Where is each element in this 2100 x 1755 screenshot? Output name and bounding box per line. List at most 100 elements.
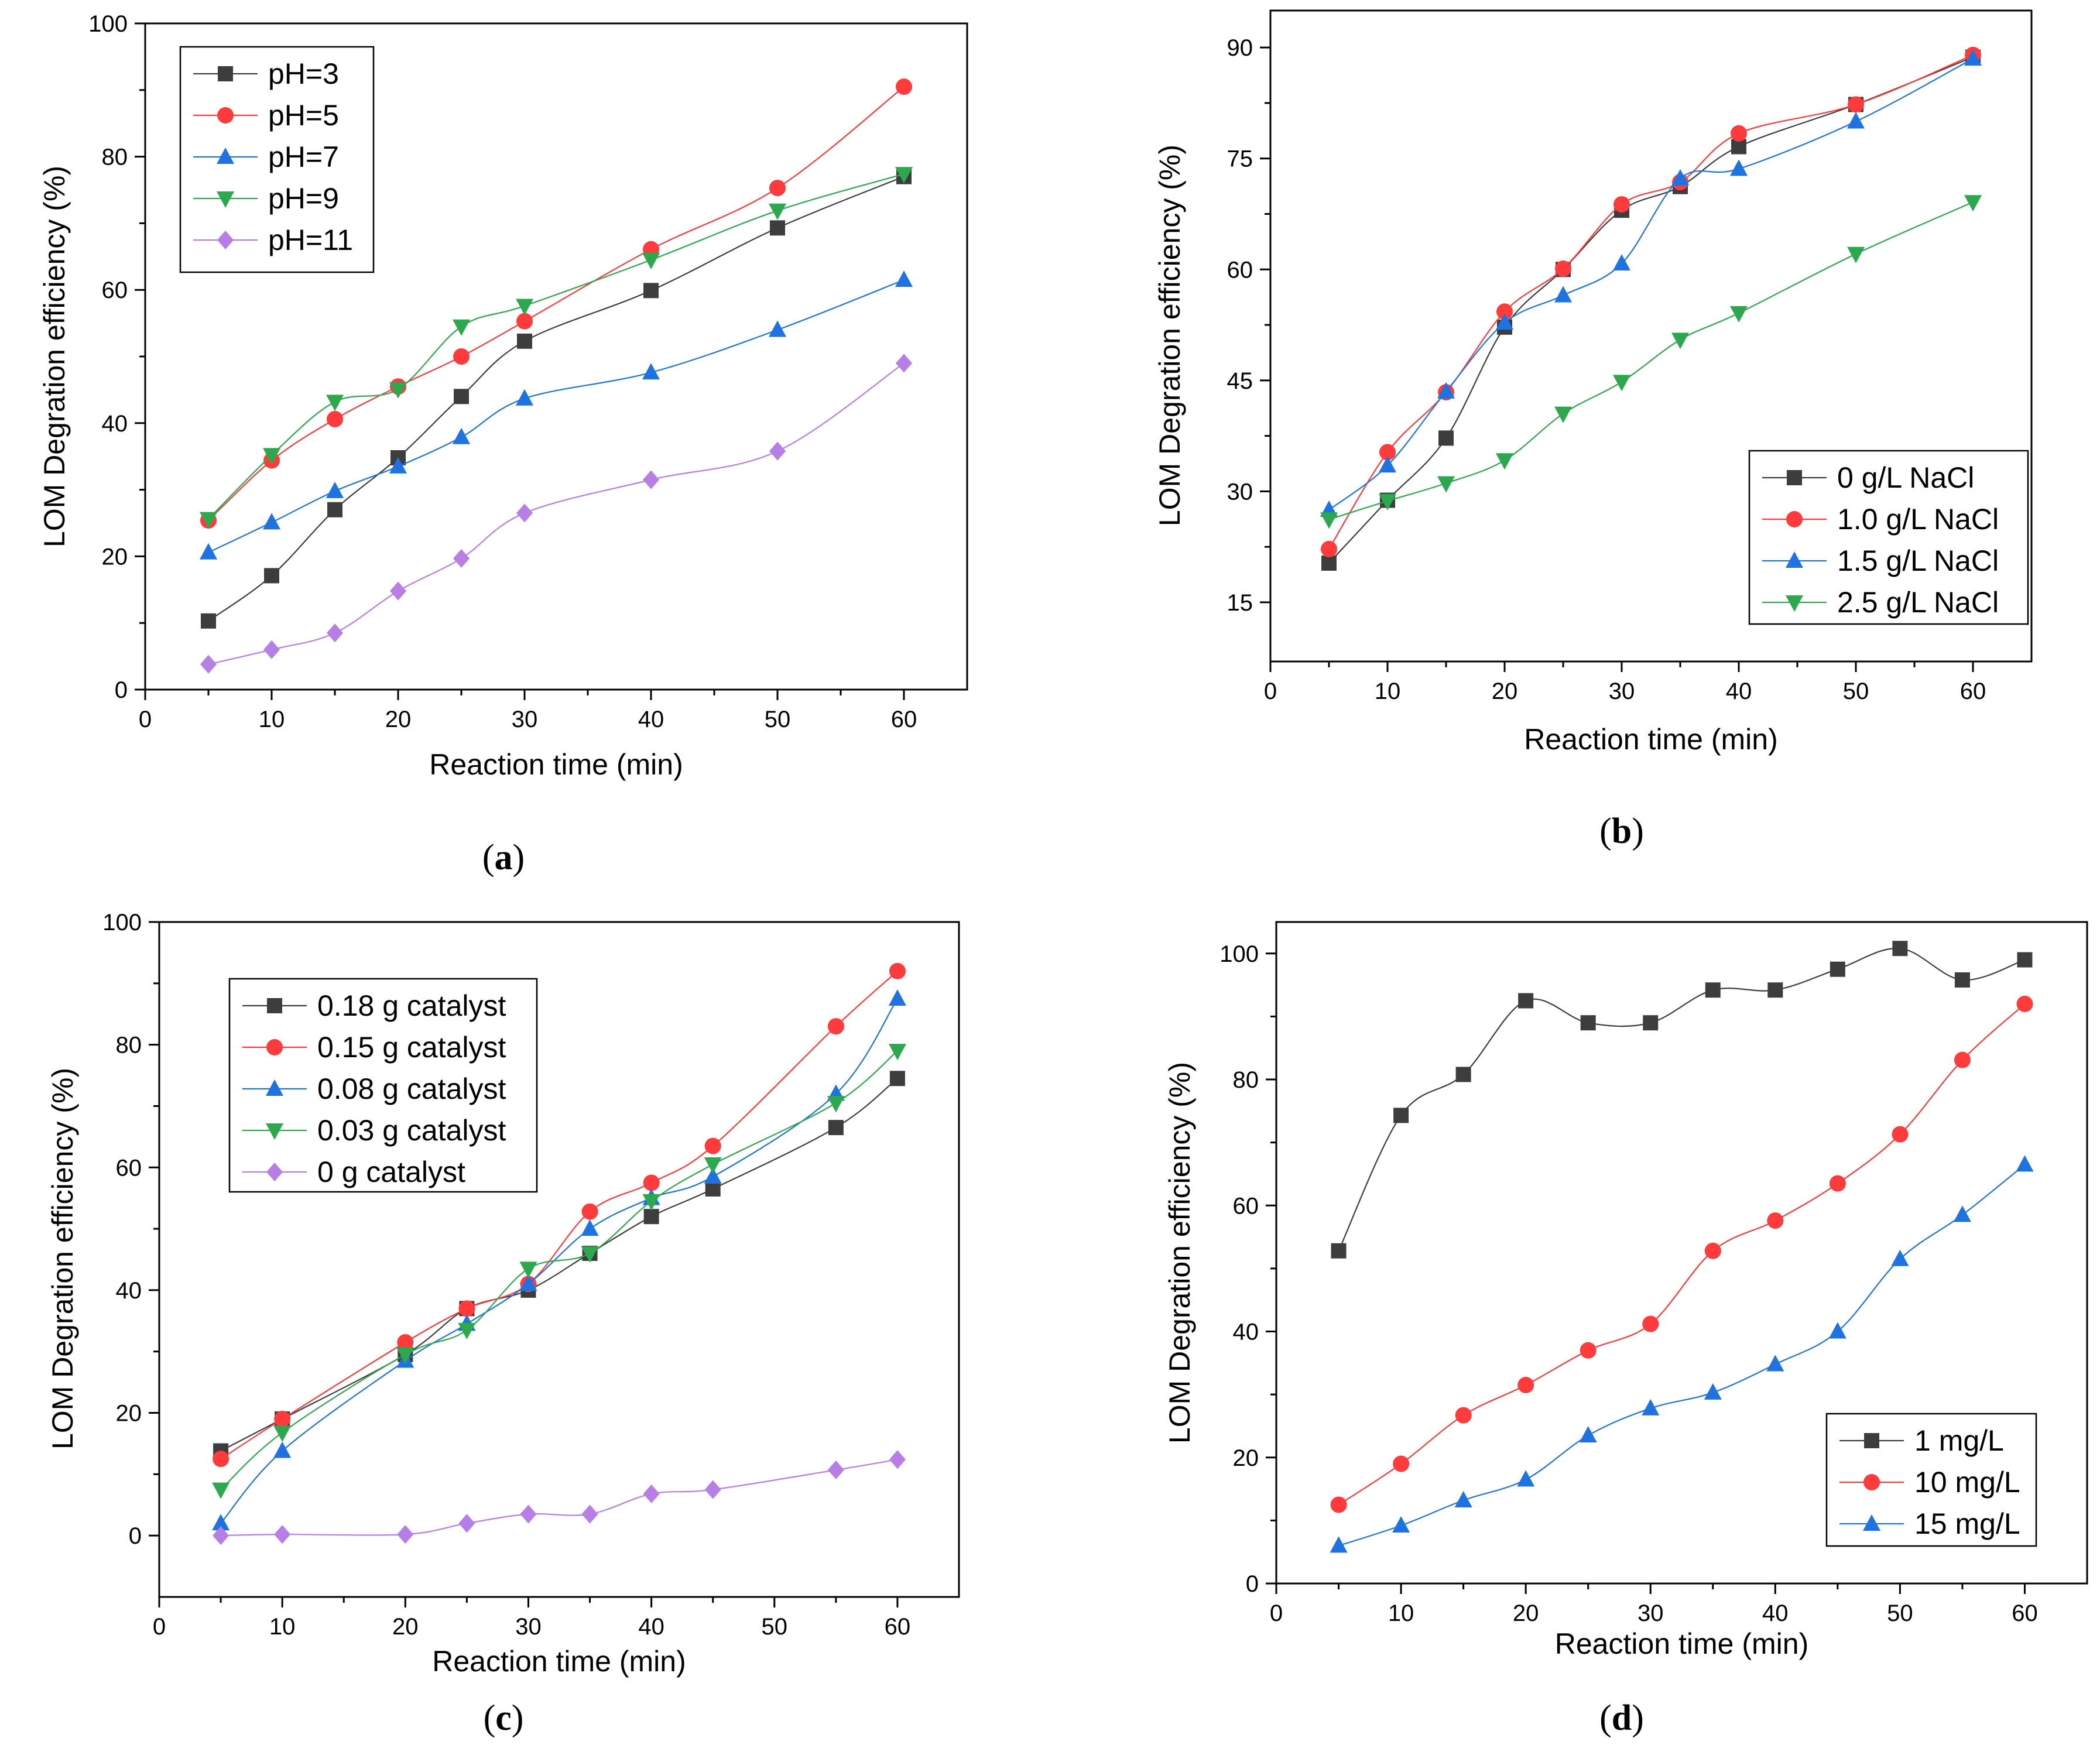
data-point — [1393, 1108, 1409, 1123]
x-tick-label: 40 — [638, 1614, 664, 1640]
data-point — [705, 1181, 721, 1197]
legend-label: pH=9 — [268, 182, 339, 215]
data-point — [643, 1209, 659, 1225]
data-point — [458, 1323, 476, 1340]
data-point — [889, 1071, 905, 1086]
legend-label: 0.15 g catalyst — [317, 1031, 506, 1064]
data-point — [1579, 1426, 1597, 1443]
x-tick-label: 40 — [1762, 1600, 1789, 1626]
data-point — [704, 1480, 721, 1499]
legend-label: 0 g/L NaCl — [1837, 461, 1974, 494]
y-tick-label: 0 — [129, 1523, 142, 1549]
y-axis-title: LOM Degration efficiency (%) — [1153, 145, 1186, 526]
data-point — [327, 410, 343, 427]
data-point — [1330, 1536, 1348, 1553]
legend: 0 g/L NaCl 1.0 g/L NaCl 1.5 g/L NaCl 2.5 g/… — [1748, 450, 2029, 625]
caption-open: ( — [482, 838, 495, 878]
data-point — [1954, 1051, 1971, 1068]
y-tick-label: 60 — [116, 1155, 142, 1181]
data-point — [704, 1157, 722, 1174]
data-point — [888, 989, 906, 1006]
data-point — [274, 1411, 291, 1428]
legend-box — [228, 978, 538, 1193]
y-tick-label: 80 — [1233, 1067, 1259, 1093]
chart-panel-b: 0 10 20 30 40 50 60 15 30 45 60 75 90 Reaction time (… — [1153, 9, 2033, 851]
data-point — [516, 503, 533, 523]
data-point — [1613, 375, 1630, 392]
x-tick-label: 40 — [1726, 678, 1752, 704]
x-tick-label: 40 — [638, 707, 664, 732]
data-point — [453, 549, 470, 568]
y-axis-title: LOM Degration efficiency (%) — [1163, 1062, 1196, 1444]
data-point — [273, 1441, 292, 1458]
y-tick-label: 0 — [1246, 1571, 1259, 1597]
data-point — [1953, 1205, 1971, 1222]
x-tick-label: 50 — [762, 1614, 788, 1640]
series-3 — [200, 167, 913, 529]
data-point — [1848, 96, 1864, 113]
caption-letter: c — [495, 1698, 512, 1738]
x-tick-label: 50 — [1887, 1600, 1913, 1626]
data-point — [1437, 476, 1455, 493]
data-point — [1731, 139, 1746, 155]
data-point — [1438, 430, 1454, 446]
plot-frame — [1275, 921, 2088, 1585]
series-line — [1328, 54, 1974, 550]
y-tick-label: 40 — [1233, 1319, 1259, 1345]
data-point — [389, 457, 407, 474]
series-line — [208, 176, 905, 622]
caption-open: ( — [1599, 811, 1612, 851]
legend-marker — [217, 191, 234, 208]
data-point — [889, 962, 906, 979]
y-tick-label: 80 — [116, 1033, 142, 1058]
panel-caption: (b) — [1599, 811, 1644, 851]
data-point — [1891, 1249, 1909, 1266]
series-line — [220, 971, 898, 1460]
caption-open: ( — [484, 1698, 496, 1738]
caption-close: ) — [513, 838, 525, 878]
y-tick-label: 100 — [102, 910, 142, 935]
data-point — [1704, 1242, 1721, 1259]
data-point — [263, 513, 280, 530]
legend-marker — [217, 231, 234, 249]
legend-marker — [1864, 1433, 1879, 1448]
data-point — [1554, 286, 1572, 303]
series-line — [208, 173, 905, 520]
legend-marker — [266, 1123, 283, 1140]
data-point — [327, 623, 343, 643]
data-point — [1321, 555, 1337, 571]
y-tick-label: 100 — [88, 11, 128, 37]
legend-label: 10 mg/L — [1914, 1466, 2020, 1499]
data-point — [453, 348, 470, 365]
panel-caption: (c) — [484, 1698, 524, 1738]
x-tick-label: 0 — [1270, 1600, 1283, 1626]
x-tick-label: 50 — [765, 707, 791, 732]
plot-frame — [1269, 9, 2033, 663]
data-point — [769, 203, 786, 220]
y-tick-label: 75 — [1227, 146, 1253, 172]
legend-marker — [266, 1039, 283, 1055]
data-point — [643, 1174, 660, 1191]
caption-open: ( — [1599, 1698, 1612, 1738]
caption-close: ) — [512, 1698, 524, 1738]
legend-marker — [217, 148, 234, 164]
data-point — [888, 1044, 906, 1061]
series-line — [221, 1459, 898, 1537]
x-tick-label: 10 — [1388, 1600, 1414, 1626]
x-tick-label: 60 — [885, 1614, 911, 1640]
x-tick-label: 30 — [515, 1614, 542, 1640]
data-point — [769, 441, 786, 461]
x-tick-label: 60 — [1960, 678, 1986, 704]
legend-marker — [1786, 511, 1803, 527]
legend: pH=3 pH=5 pH=7 pH=9 pH=11 — [179, 46, 375, 273]
data-point — [1518, 993, 1534, 1009]
data-point — [1964, 49, 1982, 66]
data-point — [453, 319, 470, 336]
series-2 — [1330, 1155, 2034, 1553]
x-tick-label: 30 — [1609, 678, 1635, 704]
legend-marker — [266, 1079, 283, 1096]
data-point — [213, 1451, 229, 1468]
y-tick-label: 60 — [1227, 257, 1253, 283]
data-point — [581, 1246, 599, 1263]
